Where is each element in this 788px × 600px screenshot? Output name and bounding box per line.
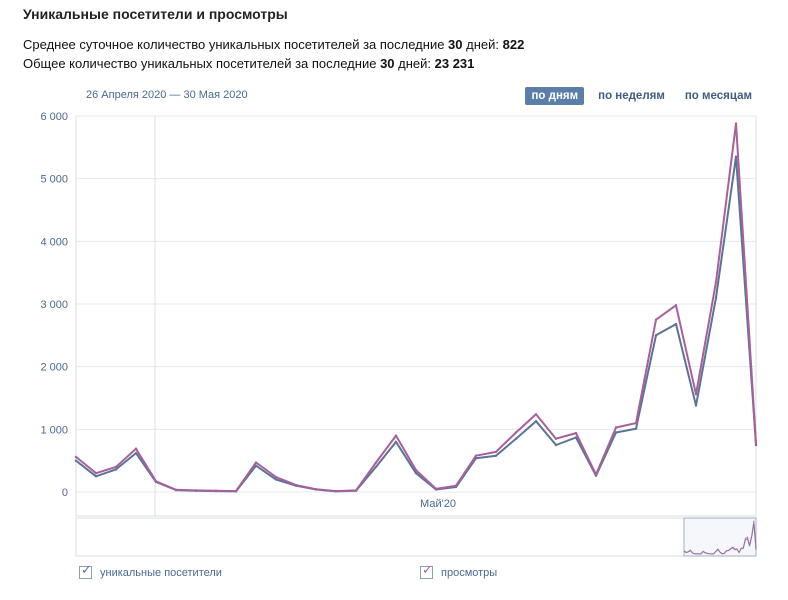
data-point	[254, 461, 258, 464]
data-point	[274, 475, 278, 479]
data-point	[694, 404, 698, 407]
data-point	[734, 122, 738, 125]
total-visitors-stat: Общее количество уникальных посетителей …	[23, 56, 474, 71]
data-point	[194, 489, 198, 492]
average-visitors-stat: Среднее суточное количество уникальных п…	[23, 37, 524, 52]
data-point	[674, 322, 678, 326]
data-point	[74, 455, 78, 459]
y-tick-label: 5 000	[40, 174, 68, 186]
plot-frame	[75, 115, 757, 517]
data-point	[634, 421, 638, 425]
data-point	[94, 475, 98, 478]
data-point	[714, 296, 718, 299]
period-days-button[interactable]: по дням	[525, 87, 585, 105]
data-point	[614, 431, 618, 434]
data-point	[314, 487, 318, 491]
data-point	[614, 426, 618, 429]
legend-views-label: просмотры	[441, 566, 498, 579]
data-point	[674, 304, 678, 307]
data-point	[554, 443, 558, 447]
data-point	[454, 484, 458, 487]
stat1-value: 822	[502, 37, 525, 52]
data-point	[334, 489, 338, 493]
data-point	[534, 413, 538, 416]
data-point	[494, 450, 498, 454]
data-point	[514, 431, 518, 434]
data-point	[634, 427, 638, 430]
data-point	[514, 437, 518, 440]
check-icon: ✓	[422, 562, 433, 577]
data-point	[474, 454, 478, 457]
data-point	[574, 436, 578, 439]
data-point	[574, 431, 578, 435]
stat2-mid: дней:	[394, 56, 435, 71]
stat2-value: 23 231	[434, 56, 475, 71]
data-point	[414, 468, 418, 472]
y-tick-label: 1 000	[40, 424, 68, 436]
legend-visitors-checkbox[interactable]: ✓	[79, 562, 92, 579]
data-point	[94, 472, 98, 475]
date-range-label: 26 Апреля 2020 — 30 Мая 2020	[86, 89, 248, 101]
data-point	[274, 478, 278, 481]
data-point	[114, 465, 118, 469]
data-point	[114, 468, 118, 471]
navigator-line	[683, 520, 757, 555]
data-point	[694, 393, 698, 396]
data-point	[754, 442, 758, 445]
chart-title: Уникальные посетители и просмотры	[23, 6, 288, 22]
legend-views[interactable]: ✓ просмотры	[420, 562, 498, 579]
stat2-prefix: Общее количество уникальных посетителей …	[23, 56, 381, 71]
period-switcher: по дням по неделям по месяцам	[525, 87, 758, 105]
data-point	[654, 334, 658, 337]
data-point	[494, 454, 498, 457]
series-line-visitors	[75, 155, 757, 493]
stat1-days: 30	[448, 37, 463, 52]
data-point	[394, 434, 398, 437]
y-tick-label: 6 000	[40, 111, 68, 123]
data-point	[74, 459, 78, 462]
navigator-window	[683, 517, 757, 557]
data-point	[714, 280, 718, 284]
y-tick-label: 2 000	[40, 362, 68, 374]
y-tick-label: 0	[62, 487, 68, 499]
stat1-mid: дней:	[462, 37, 503, 52]
legend-views-checkbox[interactable]: ✓	[420, 562, 433, 579]
data-point	[594, 473, 598, 476]
data-point	[414, 472, 418, 475]
period-months-button[interactable]: по месяцам	[684, 90, 752, 102]
legend-visitors-label: уникальные посетители	[100, 566, 222, 579]
data-point	[294, 483, 298, 487]
legend-visitors[interactable]: ✓ уникальные посетители	[79, 562, 222, 579]
data-point	[394, 440, 398, 444]
data-point	[354, 489, 358, 492]
x-tick-label: Май'20	[420, 498, 456, 510]
data-point	[214, 489, 218, 492]
data-point	[534, 419, 538, 423]
data-point	[374, 461, 378, 464]
data-point	[374, 465, 378, 469]
data-point	[434, 487, 438, 491]
data-point	[234, 489, 238, 493]
stat1-prefix: Среднее суточное количество уникальных п…	[23, 37, 449, 52]
data-point	[154, 480, 158, 483]
data-point	[734, 155, 738, 158]
data-point	[134, 451, 138, 455]
data-point	[134, 447, 138, 450]
check-icon: ✓	[81, 562, 92, 577]
y-tick-label: 4 000	[40, 236, 68, 248]
navigator-frame	[75, 517, 757, 557]
y-tick-label: 3 000	[40, 299, 68, 311]
data-point	[174, 488, 178, 492]
data-point	[654, 318, 658, 321]
period-weeks-button[interactable]: по неделям	[598, 90, 665, 102]
stat2-days: 30	[380, 56, 395, 71]
data-point	[554, 437, 558, 440]
